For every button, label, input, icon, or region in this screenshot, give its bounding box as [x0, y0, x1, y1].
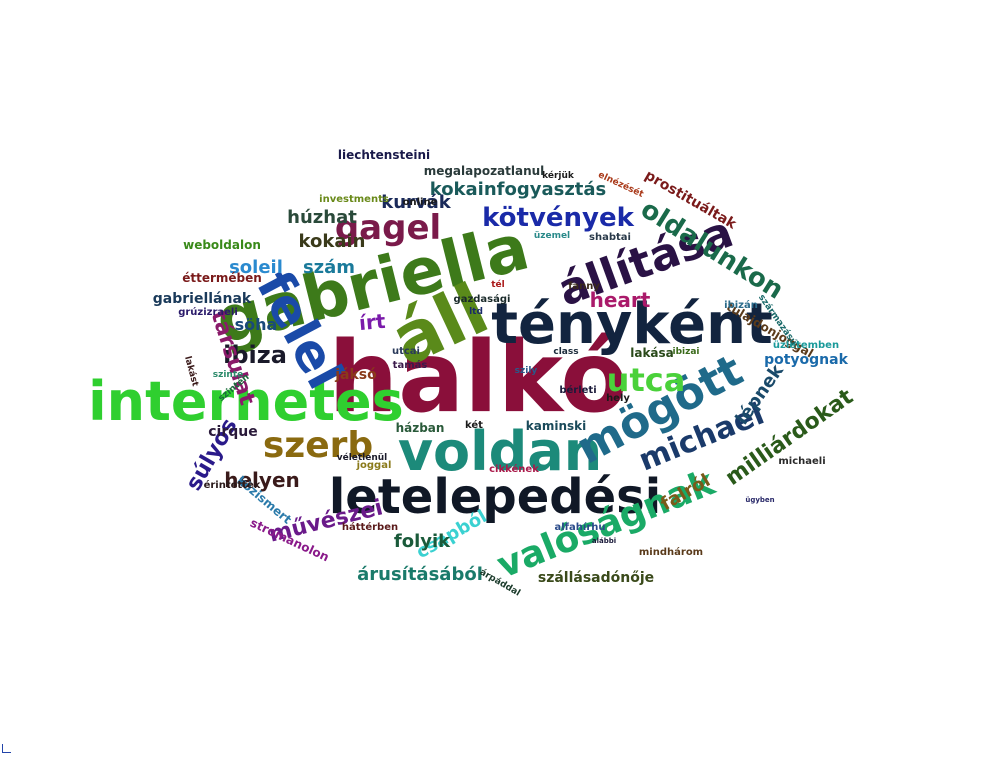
- word-utcai: utcai: [391, 346, 420, 357]
- word-fanny: fanny: [568, 281, 600, 292]
- word-potyognak: potyognak: [764, 352, 848, 368]
- word-utca: utca: [606, 361, 686, 399]
- word-letelepedesi: letelepedési: [328, 469, 662, 525]
- word-berleti: bérleti: [559, 385, 597, 396]
- word-alfahirhu: alfahírhu: [554, 522, 606, 533]
- word-ibiza: ibiza: [223, 341, 287, 369]
- word-ket: két: [465, 420, 483, 431]
- word-hely: hely: [606, 393, 630, 404]
- word-investments: investments: [319, 194, 389, 205]
- word-uzemel: üzemel: [533, 230, 571, 241]
- word-szily: szily: [514, 365, 538, 376]
- word-kaminski: kaminski: [525, 419, 587, 433]
- word-gazdasagi: gazdasági: [453, 294, 511, 305]
- word-erintettek: érintettek: [203, 480, 261, 491]
- word-gabriellanak: gabriellának: [152, 291, 252, 307]
- word-tamas: tamás: [392, 360, 428, 371]
- word-internetes: internetes: [88, 370, 404, 433]
- word-veletlenul: véletlenül: [336, 452, 388, 463]
- word-hazban: házban: [395, 421, 445, 435]
- word-kerjuk: kérjük: [542, 170, 574, 181]
- word-gruzizraeli: grúzizraeli: [178, 307, 238, 318]
- word-ugyben: ügyben: [745, 495, 775, 504]
- word-ibizan: ibizán: [724, 300, 758, 311]
- word-gagel: gagel: [334, 208, 442, 248]
- word-heart: heart: [589, 288, 651, 312]
- word-cirque: cirque: [208, 424, 258, 440]
- word-weboldalon: weboldalon: [183, 238, 261, 252]
- word-kotvenyek: kötvények: [482, 203, 634, 233]
- word-cikkenek: cikkének: [489, 464, 539, 475]
- word-voldan: voldan: [397, 420, 603, 483]
- word-szerb: szerb: [262, 425, 374, 466]
- word-liechtensteini: liechtensteini: [337, 148, 431, 162]
- word-huzhat: húzhat: [287, 207, 357, 228]
- word-arusitasabol: árusításából: [357, 564, 483, 585]
- word-soleil: soleil: [229, 257, 283, 278]
- word-tel: tél: [491, 279, 505, 290]
- word-shabtai: shabtai: [589, 232, 631, 243]
- word-joggal: joggal: [356, 460, 392, 471]
- word-kokainfogyasztas: kokainfogyasztás: [429, 179, 607, 200]
- word-kokain: kokain: [298, 231, 366, 252]
- word-kurvak: kurvák: [381, 192, 451, 213]
- corner-mark: [2, 744, 11, 753]
- word-megalapozatlanul: megalapozatlanul: [423, 164, 545, 178]
- word-szallasadonoje: szállásadónője: [537, 570, 655, 586]
- word-lakasa: lakása: [630, 346, 674, 360]
- word-mindharom: mindhárom: [638, 547, 704, 558]
- word-michaeli: michaeli: [778, 456, 826, 467]
- word-szam: szám: [302, 257, 356, 278]
- word-class: class: [553, 346, 579, 357]
- word-soha: söha: [234, 315, 278, 334]
- word-tenykent: tényként: [491, 292, 773, 357]
- word-online: online: [402, 197, 438, 208]
- word-ibizai: ibizai: [672, 346, 700, 357]
- word-alabbi: alábbi: [591, 536, 617, 545]
- word-hatterben: háttérben: [341, 522, 399, 533]
- word-ettermeben: éttermében: [182, 271, 262, 285]
- word-szinte: szinte: [212, 369, 244, 380]
- word-helyen: helyen: [224, 468, 300, 492]
- word-uzletemben: üzletemben: [772, 340, 840, 351]
- word-halko: halkó: [328, 321, 628, 435]
- word-jakso: jáksó: [335, 367, 377, 383]
- word-ltd: ltd: [469, 306, 483, 317]
- word-irt: írt: [357, 308, 387, 336]
- word-folyik: folyik: [393, 531, 451, 552]
